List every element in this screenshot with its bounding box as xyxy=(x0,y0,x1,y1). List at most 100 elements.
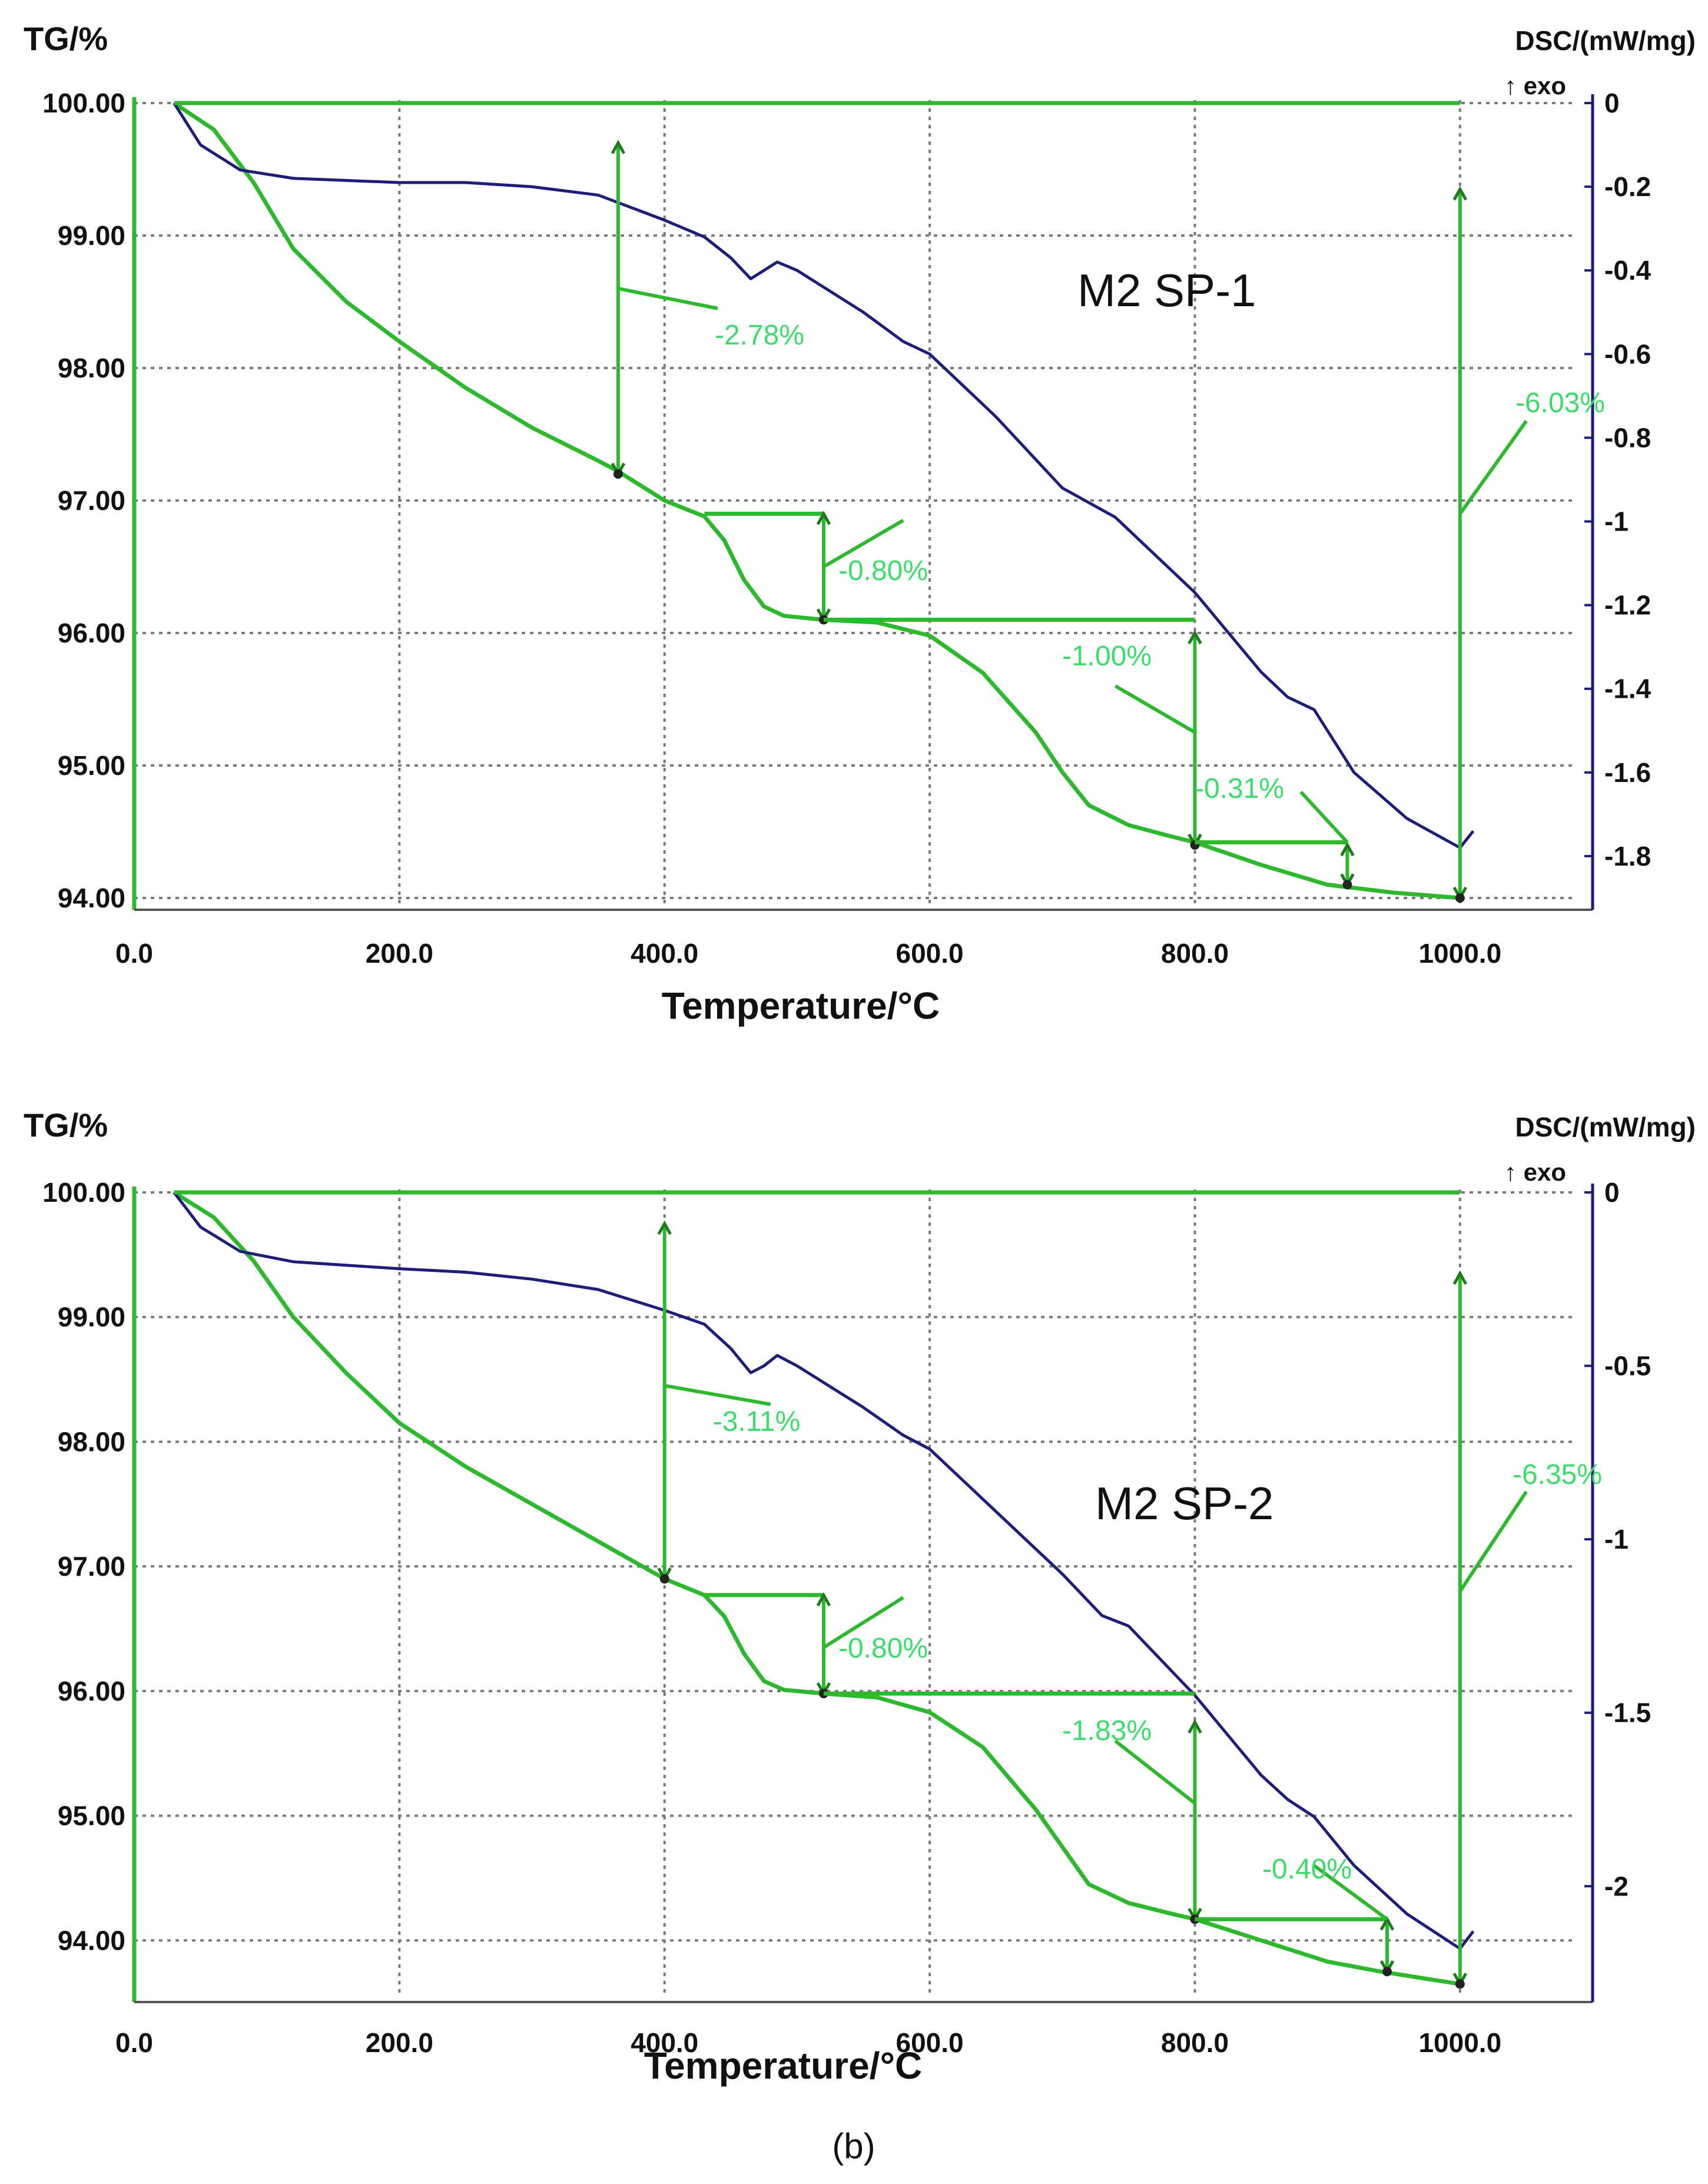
y-left-tick-label: 98.00 xyxy=(58,1426,125,1457)
mass-loss-annotation: -6.35% xyxy=(174,1190,1602,1989)
y-right-tick-label: 0 xyxy=(1604,88,1620,118)
mass-loss-annotation: -0.31% xyxy=(1195,773,1355,890)
series-line-dsc xyxy=(173,102,1475,850)
y-right-tick-label: -0.5 xyxy=(1604,1351,1651,1381)
arrow-up-icon xyxy=(1188,629,1202,645)
y-right-tick-label: -0.2 xyxy=(1604,171,1651,202)
mass-loss-annotation: -6.03% xyxy=(174,101,1605,903)
annotation-marker xyxy=(1342,880,1352,890)
annotation-leader xyxy=(1114,684,1196,734)
mass-loss-annotation: -2.78% xyxy=(611,140,804,479)
chart-title: M2 SP-1 xyxy=(1077,264,1256,316)
mass-loss-annotation: -3.11% xyxy=(657,1220,801,1584)
mass-loss-annotation: -0.40% xyxy=(1195,1854,1395,1977)
annotation-leader xyxy=(618,287,718,310)
annotation-label: -0.80% xyxy=(838,555,928,586)
annotation-leader xyxy=(823,519,904,569)
y-left-tick-label: 97.00 xyxy=(58,1551,125,1582)
y-left-tick-label: 98.00 xyxy=(58,353,125,383)
annotation-leader xyxy=(1458,1490,1528,1593)
y-axis-left-title: TG/% xyxy=(24,20,108,57)
annotation-label: -0.40% xyxy=(1262,1854,1352,1885)
figure-label: (b) xyxy=(832,2126,875,2166)
arrow-up-icon xyxy=(1452,186,1468,201)
y-left-tick-label: 96.00 xyxy=(58,1676,125,1706)
y-left-tick-label: 94.00 xyxy=(58,883,125,913)
y-right-tick-label: -1.5 xyxy=(1604,1698,1651,1728)
y-right-tick-label: -1.4 xyxy=(1604,674,1651,704)
annotation-marker xyxy=(1382,1967,1392,1977)
x-tick-label: 1000.0 xyxy=(1418,2027,1501,2058)
y-left-tick-label: 94.00 xyxy=(58,1925,125,1956)
x-tick-label: 1000.0 xyxy=(1418,938,1501,969)
y-right-tick-label: -1.2 xyxy=(1604,590,1651,621)
annotation-marker xyxy=(613,469,623,479)
annotation-marker xyxy=(1455,893,1465,903)
arrow-up-icon xyxy=(1379,1916,1395,1931)
annotation-leader xyxy=(1313,1864,1388,1921)
series-line-tg xyxy=(173,1191,1461,1986)
x-tick-label: 0.0 xyxy=(115,938,153,969)
arrow-up-icon xyxy=(611,140,626,154)
x-tick-label: 800.0 xyxy=(1161,938,1229,969)
arrow-up-icon xyxy=(1452,1270,1468,1285)
mass-loss-annotation: -0.80% xyxy=(704,511,928,625)
series-line-tg xyxy=(173,101,1461,900)
y-axis-left-title: TG/% xyxy=(24,1106,108,1144)
arrow-up-icon xyxy=(816,1592,831,1607)
y-left-tick-label: 99.00 xyxy=(58,220,125,251)
annotation-leader xyxy=(1458,420,1528,515)
annotation-label: -1.00% xyxy=(1062,641,1152,672)
y-axis-right-title: DSC/(mW/mg) xyxy=(1515,1112,1696,1142)
x-tick-label: 600.0 xyxy=(896,2027,964,2058)
y-left-tick-label: 96.00 xyxy=(58,618,125,648)
exo-label: ↑ exo xyxy=(1504,1158,1566,1186)
annotation-leader xyxy=(1299,790,1349,844)
arrow-up-icon xyxy=(816,511,831,525)
chart-panel-1: TG/% DSC/(mW/mg) ↑ exo Temperature/°C M2 SP-… xyxy=(24,20,1696,1027)
annotation-label: -0.80% xyxy=(838,1633,928,1664)
y-right-tick-label: -1 xyxy=(1604,506,1629,537)
annotation-marker xyxy=(659,1574,669,1584)
annotation-leader xyxy=(664,1384,771,1406)
chart-panel-2: TG/% DSC/(mW/mg) ↑ exo Temperature/°C M2 SP-… xyxy=(24,1106,1696,2087)
annotation-label: -1.83% xyxy=(1062,1715,1152,1746)
x-axis-title: Temperature/°C xyxy=(662,985,940,1027)
y-right-tick-label: -1.8 xyxy=(1604,841,1651,871)
y-left-tick-label: 97.00 xyxy=(58,485,125,516)
y-right-tick-label: -0.8 xyxy=(1604,422,1651,453)
y-right-tick-label: -1 xyxy=(1604,1524,1629,1555)
annotation-marker xyxy=(1455,1979,1465,1989)
arrow-up-icon xyxy=(1340,841,1355,857)
arrow-up-icon xyxy=(657,1220,672,1235)
annotation-leader xyxy=(1114,1739,1196,1805)
annotation-label: -3.11% xyxy=(713,1406,801,1437)
annotation-label: -2.78% xyxy=(715,320,804,351)
x-tick-label: 200.0 xyxy=(366,938,433,969)
x-axis-title: Temperature/°C xyxy=(644,2044,923,2087)
y-right-tick-label: -2 xyxy=(1604,1871,1629,1901)
x-tick-label: 800.0 xyxy=(1161,2027,1229,2058)
y-right-tick-label: 0 xyxy=(1604,1177,1620,1208)
y-left-tick-label: 99.00 xyxy=(58,1302,125,1333)
x-tick-label: 400.0 xyxy=(631,938,698,969)
y-right-tick-label: -0.4 xyxy=(1604,255,1651,286)
exo-label: ↑ exo xyxy=(1504,72,1566,100)
y-left-tick-label: 100.00 xyxy=(42,88,125,118)
y-right-tick-label: -0.6 xyxy=(1604,339,1651,369)
x-tick-label: 600.0 xyxy=(896,938,964,969)
y-left-tick-label: 100.00 xyxy=(42,1177,125,1208)
series-line-dsc xyxy=(173,1191,1475,1950)
chart-title: M2 SP-2 xyxy=(1095,1477,1273,1529)
mass-loss-annotation: -0.80% xyxy=(704,1592,928,1699)
y-left-tick-label: 95.00 xyxy=(58,750,125,781)
annotation-label: -6.03% xyxy=(1515,387,1605,419)
mass-loss-annotation: -1.83% xyxy=(823,1691,1202,1924)
x-tick-label: 400.0 xyxy=(631,2027,698,2058)
arrow-up-icon xyxy=(1188,1719,1202,1734)
annotation-leader xyxy=(823,1596,904,1649)
x-tick-label: 0.0 xyxy=(115,2027,153,2058)
x-tick-label: 200.0 xyxy=(366,2027,433,2058)
annotation-label: -0.31% xyxy=(1195,773,1284,804)
y-left-tick-label: 95.00 xyxy=(58,1801,125,1831)
